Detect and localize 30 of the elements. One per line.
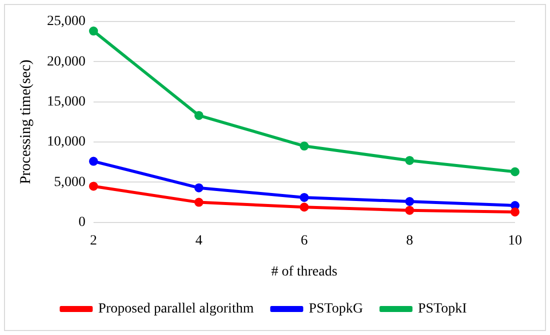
point bbox=[89, 156, 98, 166]
point bbox=[405, 196, 414, 206]
point bbox=[194, 198, 204, 207]
legend-label: PSTopkI bbox=[418, 302, 468, 317]
x-tick-label: 4 bbox=[195, 233, 202, 248]
point bbox=[194, 110, 204, 120]
x-tick-label: 8 bbox=[406, 233, 414, 248]
point bbox=[89, 26, 98, 36]
point bbox=[300, 202, 309, 212]
legend-label: Proposed parallel algorithm bbox=[98, 302, 254, 317]
y-tick-label: 25,000 bbox=[47, 14, 86, 30]
y-tick-label: 10,000 bbox=[47, 134, 86, 150]
x-axis-title: # of threads bbox=[271, 264, 338, 280]
point bbox=[405, 156, 414, 165]
point bbox=[510, 207, 520, 216]
point bbox=[194, 183, 204, 192]
point bbox=[89, 182, 98, 191]
legend-label: PSTopkG bbox=[308, 302, 363, 317]
y-tick-label: 15,000 bbox=[47, 94, 86, 110]
y-axis-title: Processing time(sec) bbox=[18, 60, 34, 184]
point bbox=[405, 206, 414, 215]
point bbox=[300, 192, 309, 202]
x-tick-label: 10 bbox=[508, 233, 522, 248]
y-tick-label: 5,000 bbox=[54, 174, 86, 190]
point bbox=[300, 142, 309, 151]
x-tick-label: 2 bbox=[90, 233, 97, 248]
x-tick-label: 6 bbox=[300, 233, 308, 248]
y-tick-label: 0 bbox=[78, 215, 86, 230]
point bbox=[510, 167, 520, 176]
y-tick-label: 20,000 bbox=[47, 54, 86, 70]
